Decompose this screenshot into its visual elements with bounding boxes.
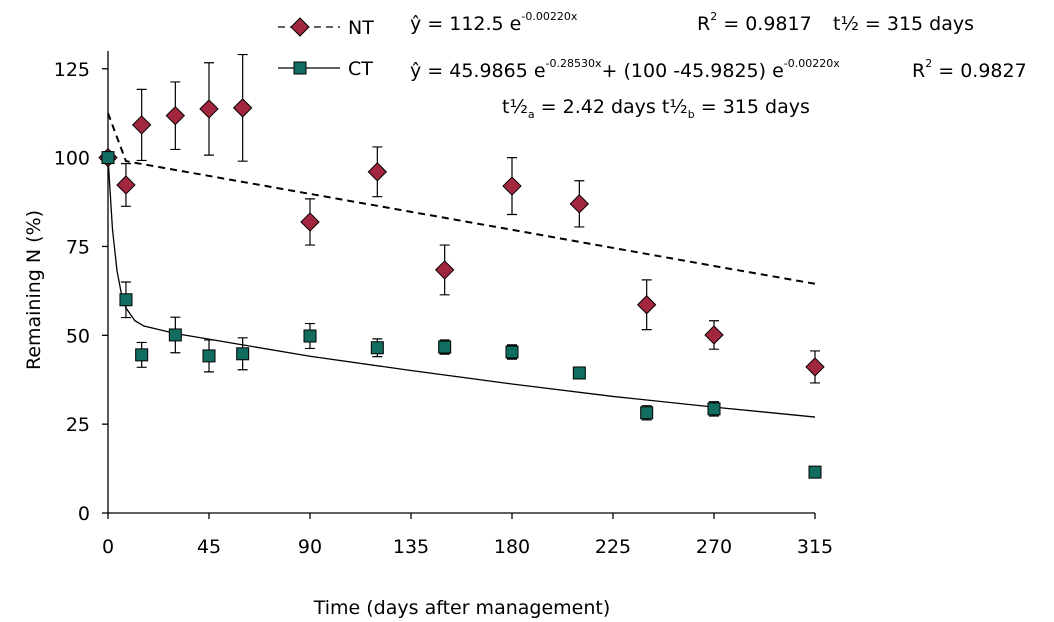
x-axis-label: Time (days after management) [313, 597, 611, 619]
legend-marker [293, 61, 307, 75]
equation-part: ŷ = 112.5 e [410, 13, 521, 35]
equation-part: ŷ = 45.9865 e [410, 60, 546, 82]
legend-marker [290, 17, 310, 37]
data-point [119, 293, 133, 307]
y-tick-label: 100 [54, 148, 90, 170]
equation-part: + (100 -45.9825) e [602, 60, 784, 82]
r-part: = 0.9817 [717, 13, 811, 35]
half-life-sub: a [528, 108, 535, 121]
y-tick-label: 50 [66, 325, 90, 347]
equation-sup: -0.00220x [784, 57, 840, 70]
r-sup: 2 [925, 57, 932, 70]
data-point [135, 348, 149, 362]
equation-sup: -0.00220x [521, 10, 577, 23]
data-point [805, 357, 825, 377]
data-point [101, 151, 115, 165]
half-life-part: t½ [502, 96, 528, 118]
data-point [572, 366, 586, 380]
data-point [199, 99, 219, 119]
data-point [367, 162, 388, 182]
equation: ŷ = 112.5 e-0.00220x [410, 10, 578, 35]
x-tick-label: 45 [197, 536, 221, 558]
fit-line [107, 112, 816, 285]
data-point [232, 98, 253, 118]
data-point [434, 260, 455, 280]
data-point [438, 340, 452, 354]
x-tick-label: 180 [494, 536, 530, 558]
equation-sup: -0.28530x [546, 57, 602, 70]
data-point [116, 175, 136, 195]
half-life-part: = 2.42 days t½ [535, 96, 688, 118]
data-point [370, 341, 384, 355]
r-squared: R2 = 0.9817 [697, 10, 812, 35]
x-tick-label: 0 [102, 536, 114, 558]
equation: ŷ = 45.9865 e-0.28530x+ (100 -45.9825) e… [410, 57, 840, 82]
half-life-sub: b [688, 108, 695, 121]
x-tick-label: 315 [797, 536, 833, 558]
r-sup: 2 [710, 10, 717, 23]
r-part: R [697, 13, 710, 35]
half-life-part: = 315 days [695, 96, 810, 118]
data-point [165, 105, 186, 126]
half-life: t½a = 2.42 days t½b = 315 days [502, 96, 810, 121]
x-tick-label: 270 [696, 536, 732, 558]
data-point [168, 328, 182, 342]
data-point [303, 329, 317, 343]
data-point [704, 325, 724, 345]
r-part: = 0.9827 [932, 60, 1026, 82]
legend-label: CT [348, 58, 373, 80]
y-tick-label: 75 [66, 236, 90, 258]
y-tick-label: 125 [54, 59, 90, 81]
y-axis-label: Remaining N (%) [23, 210, 45, 370]
data-point [131, 115, 152, 135]
data-point [505, 345, 519, 359]
y-tick-label: 0 [78, 503, 90, 525]
y-tick-label: 25 [66, 414, 90, 436]
x-tick-label: 90 [298, 536, 322, 558]
data-point [569, 194, 590, 214]
data-point [640, 406, 654, 420]
r-squared: R2 = 0.9827 [912, 57, 1027, 82]
data-point [502, 176, 522, 196]
data-point [300, 212, 320, 232]
data-point [236, 347, 250, 361]
data-point [707, 402, 721, 416]
x-tick-label: 135 [393, 536, 429, 558]
half-life: t½ = 315 days [833, 13, 974, 35]
r-part: R [912, 60, 925, 82]
legend-label: NT [348, 17, 374, 39]
x-tick-label: 225 [595, 536, 631, 558]
data-point [636, 295, 657, 315]
data-point [808, 465, 822, 479]
data-point [202, 349, 216, 363]
fit-line [107, 157, 816, 418]
